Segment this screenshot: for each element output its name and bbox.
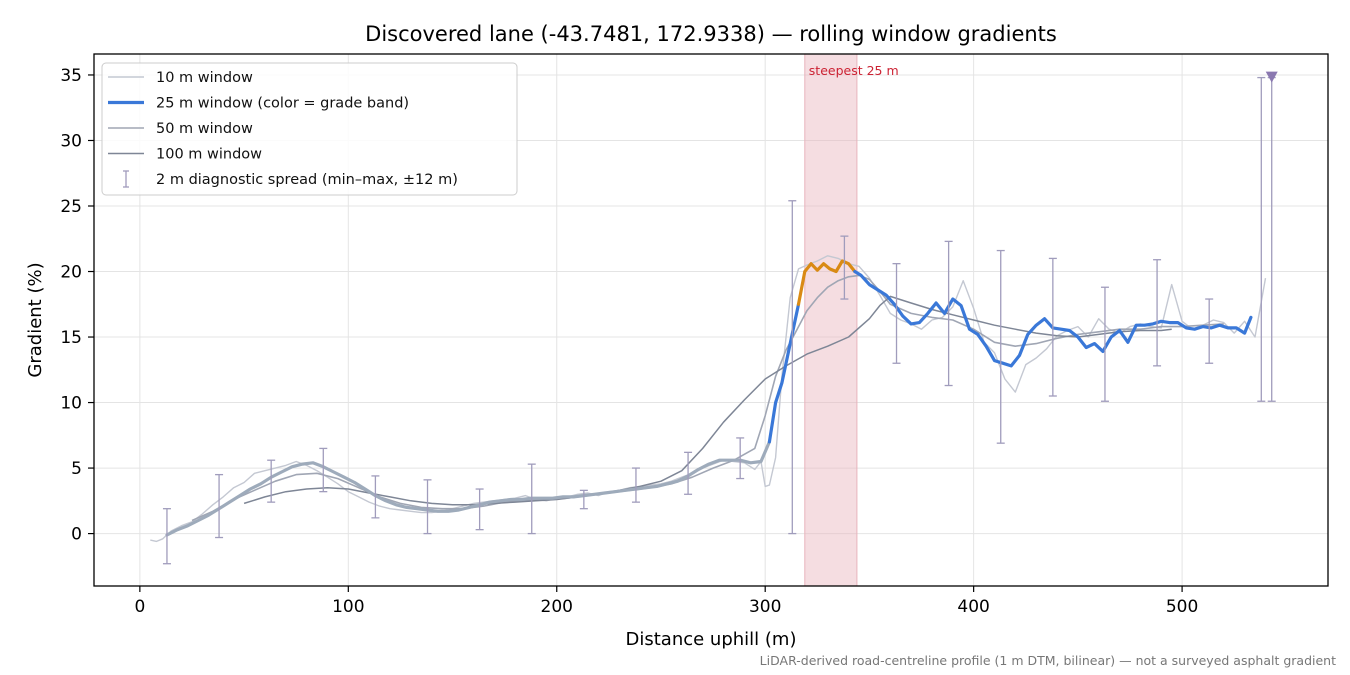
y-tick-label: 15 (60, 328, 82, 348)
y-tick-label: 30 (60, 131, 82, 151)
spread-bar (579, 489, 588, 510)
y-tick-label: 35 (60, 66, 82, 86)
spread-bar (371, 475, 380, 519)
spread-bar (319, 447, 328, 493)
legend-label: 100 m window (156, 147, 262, 163)
max-marker-triangle (1265, 71, 1278, 83)
y-tick-label: 5 (71, 459, 82, 479)
spread-bar (1048, 257, 1057, 397)
x-tick-label: 100 (332, 597, 364, 617)
legend-entry: 10 m window (108, 70, 253, 86)
legend-label: 10 m window (156, 70, 253, 86)
spread-bar (215, 473, 224, 539)
spread-bar (996, 249, 1005, 444)
spread-bar (788, 200, 797, 535)
x-tick-label: 500 (1166, 597, 1198, 617)
x-tick-label: 400 (957, 597, 989, 617)
series-50m-line (191, 274, 1224, 522)
series-lines (150, 255, 1267, 543)
legend-label: 25 m window (color = grade band) (156, 96, 409, 112)
spread-bar (1205, 298, 1214, 364)
x-tick-label: 200 (541, 597, 573, 617)
y-tick-label: 20 (60, 263, 82, 283)
y-tick-label: 0 (71, 525, 82, 545)
legend-entry: 2 m diagnostic spread (min–max, ±12 m) (123, 170, 458, 188)
legend-label: 2 m diagnostic spread (min–max, ±12 m) (156, 172, 458, 188)
footnote: LiDAR-derived road-centreline profile (1… (760, 653, 1336, 668)
series-10m-line (150, 255, 1267, 543)
legend-box (101, 62, 518, 196)
legend-entry: 25 m window (color = grade band) (108, 96, 409, 112)
spread-bar (684, 451, 693, 495)
spread-bar (840, 235, 849, 300)
legend: 10 m window 25 m window (color = grade ba… (101, 62, 518, 196)
spread-bar (1100, 286, 1109, 402)
spread-bar (944, 240, 953, 387)
spread-bar (267, 459, 276, 503)
y-tick-label: 10 (60, 394, 82, 414)
y-tick-label: 25 (60, 197, 82, 217)
series-25m-line-rise (767, 302, 801, 444)
plot-frame (93, 53, 1329, 587)
x-tick-label: 300 (749, 597, 781, 617)
series-25m-line-low (165, 440, 772, 537)
spread-bar (1267, 76, 1276, 402)
spread-bar (475, 488, 484, 531)
x-tick-label: 0 (134, 597, 145, 617)
legend-entry: 50 m window (108, 121, 253, 137)
spread-bar (1153, 259, 1162, 367)
spread-bar (527, 463, 536, 535)
spread-bar (162, 508, 171, 565)
series-100m-line (243, 295, 1172, 506)
y-axis-label: Gradient (%) (25, 262, 46, 377)
steepest-label: steepest 25 m (809, 63, 899, 78)
steepest-band: steepest 25 m (804, 53, 899, 587)
legend-label: 50 m window (156, 121, 253, 137)
axis-ticks: 0 100 200 300 400 500 0 5 10 15 20 25 30 35 (60, 66, 1198, 617)
chart-title: Discovered lane (-43.7481, 172.9338) — r… (365, 22, 1057, 46)
legend-entry: 100 m window (108, 147, 262, 163)
spread-bar (736, 437, 745, 480)
spread-bar (1257, 76, 1266, 402)
steepest-highlight-band (804, 53, 858, 587)
series-25m-line-steepest (796, 259, 857, 306)
x-axis-label: Distance uphill (m) (626, 629, 797, 650)
diagnostic-spread-bars (162, 71, 1278, 565)
spread-bar (423, 479, 432, 535)
spread-bar (892, 263, 901, 364)
spread-bar (631, 467, 640, 503)
